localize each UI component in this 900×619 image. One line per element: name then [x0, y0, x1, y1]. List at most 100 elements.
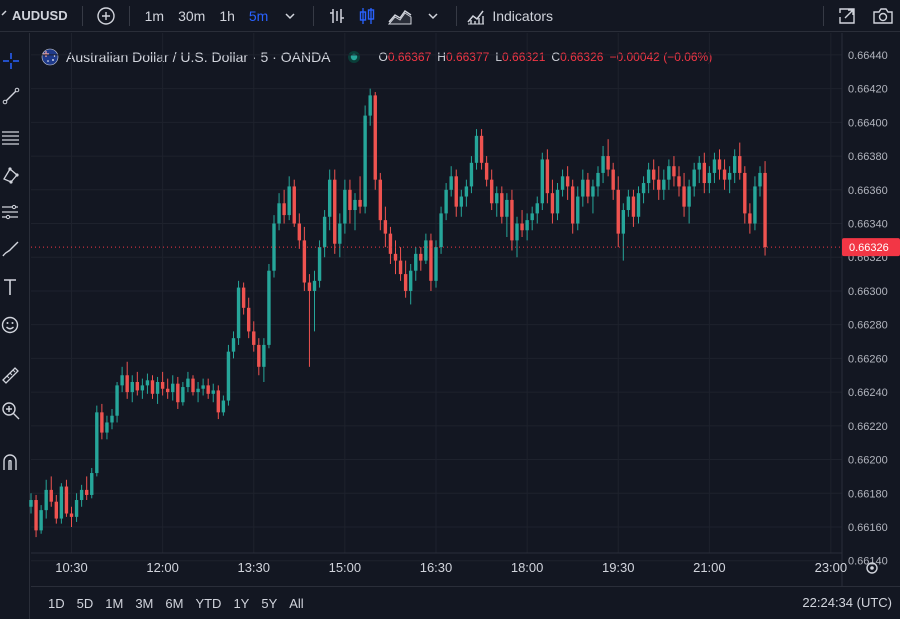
- y-tick-label: 0.66200: [848, 455, 888, 467]
- candle: [69, 506, 74, 527]
- range-3m[interactable]: 3M: [135, 595, 154, 611]
- candle: [429, 233, 433, 291]
- interval-1m[interactable]: 1m: [144, 7, 165, 24]
- candle-body: [682, 186, 686, 207]
- range-1y[interactable]: 1Y: [233, 595, 250, 611]
- candle-body: [576, 196, 580, 224]
- bar-style-button[interactable]: [326, 5, 348, 27]
- emoji-tool[interactable]: [0, 314, 22, 336]
- indicators-button[interactable]: Indicators: [465, 0, 553, 32]
- candle-body: [221, 400, 226, 413]
- candle-body: [722, 169, 727, 180]
- candle-body: [662, 179, 666, 190]
- candle-body: [292, 186, 296, 224]
- candle: [738, 142, 742, 180]
- candle: [707, 166, 712, 194]
- candle-body: [560, 176, 565, 190]
- text-tool[interactable]: [0, 276, 22, 298]
- candle: [672, 156, 676, 187]
- candle: [505, 193, 509, 238]
- candle-body: [429, 240, 433, 281]
- candle: [570, 179, 575, 234]
- indicators-icon: [467, 10, 485, 24]
- range-1d[interactable]: 1D: [48, 595, 65, 611]
- interval-1h[interactable]: 1h: [219, 7, 235, 24]
- candle-body: [738, 156, 742, 173]
- candle: [667, 159, 671, 190]
- candle: [79, 484, 84, 507]
- crosshair-tool[interactable]: [0, 50, 22, 72]
- candle-style-button[interactable]: [356, 5, 378, 27]
- candle: [358, 176, 362, 214]
- candle: [74, 493, 79, 522]
- range-all[interactable]: All: [289, 595, 304, 611]
- x-tick-label: 23:00: [815, 560, 848, 575]
- candle-body: [353, 199, 357, 211]
- candle-body: [697, 162, 701, 170]
- ruler-tool[interactable]: [0, 363, 22, 385]
- candle-body: [201, 385, 205, 389]
- candle: [489, 169, 494, 211]
- candle: [150, 375, 155, 399]
- zoom-tool[interactable]: [0, 400, 22, 422]
- magnet-tool[interactable]: [0, 451, 22, 473]
- fullscreen-button[interactable]: [836, 5, 858, 27]
- candle-body: [403, 274, 408, 291]
- top-toolbar: AUDUSD 1m 30m 1h 5m Indicators: [0, 0, 900, 32]
- candle-body: [434, 247, 438, 281]
- low-value: 0.66321: [502, 50, 546, 64]
- settings-icon: [866, 562, 878, 574]
- candle-body: [150, 380, 155, 394]
- range-5d[interactable]: 5D: [76, 595, 94, 611]
- snapshot-button[interactable]: [872, 5, 894, 27]
- interval-30m[interactable]: 30m: [178, 7, 206, 24]
- candle-body: [424, 240, 428, 261]
- candle: [398, 247, 403, 281]
- close-value: 0.66326: [560, 50, 604, 64]
- candle-body: [454, 176, 458, 207]
- candle: [252, 321, 256, 352]
- candle: [105, 415, 109, 440]
- candle: [84, 476, 89, 501]
- range-6m[interactable]: 6M: [165, 595, 184, 611]
- measure-tool[interactable]: [0, 201, 22, 223]
- chevron-down-icon: [428, 12, 438, 19]
- candle-body: [621, 210, 626, 234]
- brush-tool[interactable]: [0, 238, 22, 260]
- area-style-button[interactable]: [386, 5, 414, 27]
- candle: [155, 376, 160, 404]
- candle: [697, 156, 701, 184]
- pattern-tool[interactable]: [0, 164, 22, 186]
- candle-body: [373, 95, 377, 180]
- candle: [267, 263, 271, 349]
- candle: [419, 247, 423, 271]
- symbol-search[interactable]: AUDUSD: [0, 0, 68, 32]
- candle: [616, 176, 620, 248]
- range-1m[interactable]: 1M: [105, 595, 124, 611]
- candle: [317, 240, 322, 288]
- candle: [216, 385, 221, 420]
- candle: [176, 376, 180, 409]
- candle-body: [469, 162, 474, 187]
- candle-body: [535, 203, 539, 214]
- candle-body: [398, 260, 403, 275]
- interval-dropdown[interactable]: [279, 5, 301, 27]
- y-tick-label: 0.66160: [848, 522, 888, 534]
- compare-button[interactable]: [95, 5, 117, 27]
- range-ytd[interactable]: YTD: [195, 595, 222, 611]
- candle: [474, 129, 479, 170]
- candle-body: [408, 270, 413, 291]
- trendline-tool[interactable]: [0, 85, 22, 107]
- candle: [44, 479, 48, 519]
- range-5y[interactable]: 5Y: [261, 595, 278, 611]
- candle: [348, 179, 352, 224]
- candle: [110, 408, 114, 430]
- interval-5m[interactable]: 5m: [248, 7, 269, 24]
- utc-clock[interactable]: 22:24:34 (UTC): [802, 595, 892, 610]
- fib-tool[interactable]: [0, 127, 22, 149]
- chart-style-dropdown[interactable]: [422, 5, 444, 27]
- candle-body: [312, 280, 317, 291]
- candle-body: [378, 179, 383, 221]
- symbol-title[interactable]: Australian Dollar / U.S. Dollar · 5 · OA…: [66, 49, 331, 65]
